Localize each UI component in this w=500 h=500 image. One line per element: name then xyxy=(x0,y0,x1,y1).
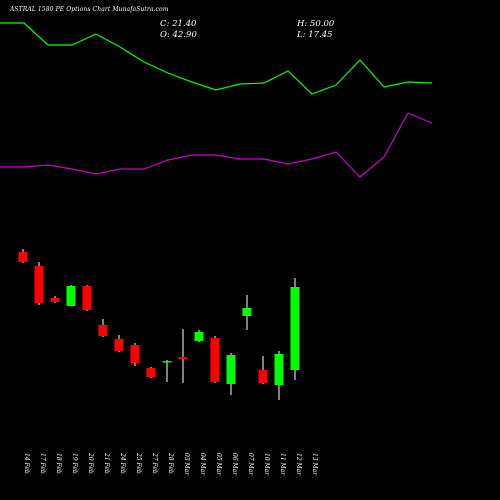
open-value: O: 42.90 xyxy=(160,30,197,40)
candle-body-down xyxy=(34,266,44,303)
candle xyxy=(274,351,284,400)
candle-body-down xyxy=(178,357,188,359)
candle-body-down xyxy=(50,298,60,302)
x-tick-label: 11 Mar xyxy=(279,453,286,476)
candle-body-down xyxy=(146,368,156,377)
candle xyxy=(82,285,92,311)
candle xyxy=(194,330,204,342)
high-value: H: 50.00 xyxy=(297,19,335,29)
candle xyxy=(258,356,268,384)
candle-body-up xyxy=(274,354,284,385)
low-value: L: 17.45 xyxy=(297,30,333,40)
x-axis-labels: 14 Feb 17 Feb 18 Feb 19 Feb 20 Feb 21 Feb 24 F… xyxy=(23,452,318,476)
candle xyxy=(130,343,140,366)
candle-body-up xyxy=(162,361,172,363)
x-tick-label: 13 Mar xyxy=(311,453,318,476)
candle xyxy=(210,336,220,383)
x-tick-label: 10 Mar xyxy=(263,453,270,476)
candle xyxy=(34,262,44,305)
candle xyxy=(18,249,28,263)
close-value: C: 21.40 xyxy=(160,19,197,29)
candle-body-up xyxy=(290,287,300,370)
x-tick-label: 19 Feb xyxy=(71,453,78,474)
candle-body-down xyxy=(18,252,28,262)
candles xyxy=(18,249,300,400)
x-tick-label: 04 Mar xyxy=(199,453,206,476)
x-tick-label: 24 Feb xyxy=(119,452,126,474)
candle-body-up xyxy=(242,308,252,316)
x-tick-label: 05 Mar xyxy=(215,453,222,476)
candle-body-down xyxy=(114,339,124,351)
candle xyxy=(114,335,124,352)
candle xyxy=(66,285,76,306)
x-tick-label: 17 Feb xyxy=(39,453,46,474)
candle-body-down xyxy=(258,370,268,383)
x-tick-label: 25 Feb xyxy=(135,452,142,474)
x-tick-label: 07 Mar xyxy=(247,453,254,476)
x-tick-label: 03 Mar xyxy=(183,453,190,476)
x-tick-label: 14 Feb xyxy=(23,453,30,474)
lower-band-line xyxy=(0,112,433,178)
candle-body-down xyxy=(82,286,92,310)
x-tick-label: 21 Feb xyxy=(103,452,110,474)
x-tick-label: 06 Mar xyxy=(231,453,238,476)
x-tick-label: 28 Feb xyxy=(167,452,174,474)
candle xyxy=(242,295,252,330)
candle-body-up xyxy=(194,332,204,341)
chart-title: ASTRAL 1580 PE Options Chart MunafaSutra… xyxy=(10,6,169,13)
candle xyxy=(290,278,300,380)
candle xyxy=(226,353,236,395)
x-tick-label: 27 Feb xyxy=(151,452,158,474)
candle-body-down xyxy=(130,345,140,363)
x-tick-label: 18 Feb xyxy=(55,453,62,474)
candle xyxy=(98,319,108,337)
candle xyxy=(50,296,60,303)
candle-body-down xyxy=(98,325,108,336)
candle-body-down xyxy=(210,338,220,382)
candle xyxy=(162,360,172,382)
upper-band-line xyxy=(0,22,433,95)
candle-body-up xyxy=(226,355,236,384)
candle-body-up xyxy=(66,286,76,306)
x-tick-label: 12 Mar xyxy=(295,453,302,476)
x-tick-label: 20 Feb xyxy=(87,452,94,474)
candle xyxy=(178,329,188,383)
indicator-lines xyxy=(0,22,433,178)
candle xyxy=(146,367,156,378)
